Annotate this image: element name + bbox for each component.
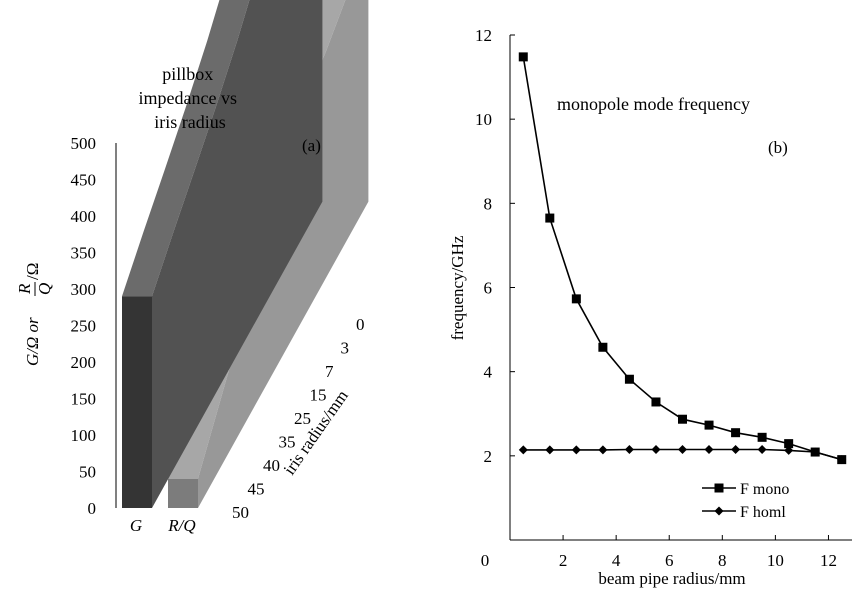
- panel-a-series-front-face: [122, 296, 152, 508]
- panel-b-point-square: [678, 414, 687, 424]
- panel-b-point-square: [704, 420, 714, 430]
- panel-a-label: (a): [302, 136, 321, 155]
- panel-b-point-diamond: [678, 445, 687, 454]
- panel-b-y-tick-label: 6: [484, 279, 493, 298]
- panel-b-point-square: [518, 52, 528, 62]
- panel-b-legend: F mono F homl: [702, 481, 789, 521]
- panel-b-point-diamond: [624, 445, 634, 454]
- panel-a-y-tick-label: 100: [71, 426, 97, 445]
- panel-b-legend-marker: [714, 506, 724, 516]
- panel-a-depth-tick-label: 7: [325, 362, 334, 381]
- panel-b-y-tick-label: 12: [475, 26, 492, 45]
- panel-b-y-tick-label: 4: [484, 363, 493, 382]
- panel-a-y-tick-labels: 0 50 100 150 200 250 300 350 400 450 500: [71, 134, 97, 518]
- panel-b-point-diamond: [651, 445, 661, 454]
- panel-b-point-diamond: [784, 445, 794, 455]
- panel-b-point-square: [624, 374, 634, 384]
- panel-b-x-tick-label: 0: [481, 551, 490, 570]
- panel-b-annotation: monopole mode frequency: [557, 94, 750, 114]
- panel-b-x-tick-label: 10: [767, 551, 784, 570]
- panel-b-point-diamond: [810, 447, 820, 457]
- panel-a-depth-tick-label: 15: [310, 386, 327, 405]
- panel-b-y-tick-label: 10: [475, 110, 492, 129]
- panel-a-depth-tick-label: 50: [232, 503, 249, 522]
- panel-b-point-diamond: [598, 445, 608, 455]
- panel-a-series-front-face: [168, 478, 198, 508]
- panel-a-series-top-face: [122, 0, 250, 297]
- panel-a-series-labels: G R/Q: [130, 516, 196, 535]
- panel-b-x-tick-label: 12: [820, 551, 837, 570]
- panel-a-y-label-tail: /Ω: [23, 263, 42, 280]
- panel-a-series-name: R/Q: [167, 516, 195, 535]
- panel-a-y-tick-label: 50: [79, 463, 96, 482]
- panel-b-point-diamond: [837, 455, 847, 465]
- panel-b-point-diamond: [731, 445, 741, 454]
- panel-a-series-side-face: [152, 0, 323, 508]
- panel-a-y-tick-label: 250: [71, 317, 97, 336]
- panel-a-depth-tick-label: 3: [341, 339, 350, 358]
- panel-a-y-tick-label: 200: [71, 353, 97, 372]
- panel-b-x-tick-label: 2: [559, 551, 568, 570]
- panel-b-x-ticks: 0 2 4 6 8 10 12: [481, 535, 837, 570]
- panel-b-y-axis-label: frequency/GHz: [448, 235, 467, 340]
- panel-a-y-label-den: Q: [35, 283, 54, 295]
- panel-a-depth-tick-label: 25: [294, 409, 311, 428]
- panel-b-y-ticks: 2 4 6 8 10 12: [475, 26, 515, 466]
- panel-a-depth-tick-label: 40: [263, 456, 280, 475]
- panel-a-depth-tick-label: 0: [356, 315, 365, 334]
- panel-a-depth-tick-label: 45: [248, 480, 265, 499]
- panel-a-series-name: G: [130, 516, 142, 535]
- panel-b-y-tick-label: 8: [484, 194, 493, 213]
- panel-b-point-diamond: [571, 445, 581, 455]
- panel-a-depth-tick-labels: 50 45 40 35 25 15 730: [232, 315, 365, 522]
- panel-b-x-tick-label: 6: [665, 551, 674, 570]
- panel-a-depth-tick-label: 35: [279, 433, 296, 452]
- panel-b-point-square: [651, 397, 661, 407]
- panel-b-series-line: [522, 56, 842, 461]
- panel-b-point-square: [731, 428, 741, 438]
- panel-b-point-square: [545, 213, 555, 223]
- panel-b-point-square: [784, 439, 794, 449]
- panel-a-y-tick-label: 0: [88, 499, 97, 518]
- panel-a-series-g: [122, 0, 323, 508]
- panel-a-y-tick-label: 450: [71, 171, 97, 190]
- panel-b-point-square: [571, 294, 581, 304]
- panel-b-point-diamond: [757, 445, 767, 454]
- panel-a-y-label-lead: G/Ω or: [23, 317, 42, 366]
- panel-a-y-tick-label: 300: [71, 280, 97, 299]
- panel-b-point-diamond: [704, 445, 714, 454]
- panel-a-y-tick-label: 350: [71, 244, 97, 263]
- panel-a-y-label-num: R: [15, 283, 34, 295]
- panel-b-legend-entry: F homl: [740, 504, 786, 521]
- panel-b-series: [518, 52, 847, 465]
- panel-b-legend-marker: [714, 483, 724, 493]
- panel-a-y-tick-label: 500: [71, 134, 97, 153]
- panel-a-y-tick-label: 400: [71, 207, 97, 226]
- panel-b-point-diamond: [545, 445, 555, 455]
- panel-a-y-tick-label: 150: [71, 390, 97, 409]
- panel-b-legend-entry: F mono: [740, 481, 789, 498]
- panel-a-annotation: pillbox impedance vs iris radius: [139, 64, 242, 132]
- panel-b-point-square: [757, 432, 767, 442]
- panel-b-x-tick-label: 4: [612, 551, 621, 570]
- panel-b-label: (b): [768, 138, 788, 157]
- panel-b-point-diamond: [518, 445, 528, 455]
- panel-b-chart: 2 4 6 8 10 12 0 2 4 6 8 10 12 (b) monopole mode fre…: [448, 26, 852, 588]
- panel-b-y-tick-label: 2: [484, 447, 493, 466]
- panel-b-x-tick-label: 8: [718, 551, 727, 570]
- panel-b-point-square: [598, 342, 608, 352]
- panel-b-x-axis-label: beam pipe radius/mm: [598, 569, 745, 588]
- panel-a-y-axis-label: G/Ω or R Q /Ω: [15, 263, 54, 366]
